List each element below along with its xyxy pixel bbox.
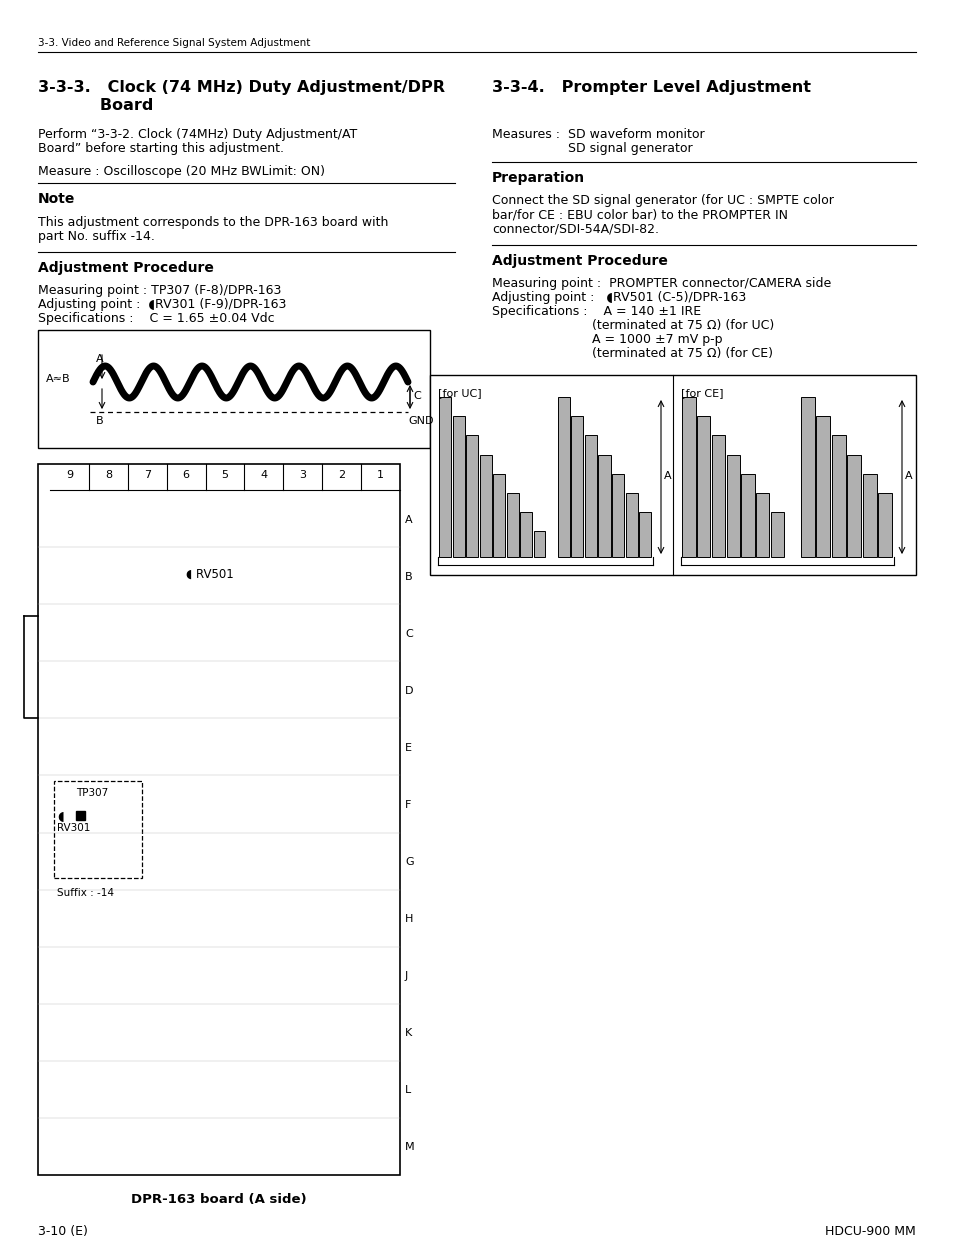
Bar <box>479 454 491 557</box>
Text: Perform “3-3-2. Clock (74MHz) Duty Adjustment/AT: Perform “3-3-2. Clock (74MHz) Duty Adjus… <box>38 128 356 141</box>
Bar <box>831 435 845 557</box>
Text: K: K <box>405 1029 412 1039</box>
Bar <box>639 513 651 557</box>
Text: GND: GND <box>408 415 433 425</box>
Text: ◖: ◖ <box>57 810 64 822</box>
Bar <box>54 781 142 878</box>
Bar <box>625 493 638 557</box>
Text: C: C <box>413 391 420 401</box>
Text: Measuring point :  PROMPTER connector/CAMERA side: Measuring point : PROMPTER connector/CAM… <box>492 277 830 290</box>
Text: A: A <box>663 471 671 481</box>
Text: (terminated at 75 Ω) (for UC): (terminated at 75 Ω) (for UC) <box>492 318 774 332</box>
Text: A: A <box>904 471 912 481</box>
Text: G: G <box>405 857 414 867</box>
Text: H: H <box>405 914 413 924</box>
Bar <box>862 474 876 557</box>
Text: RV301: RV301 <box>57 822 91 832</box>
Text: 2: 2 <box>337 470 345 480</box>
Bar <box>681 397 695 557</box>
Text: Connect the SD signal generator (for UC : SMPTE color: Connect the SD signal generator (for UC … <box>492 194 833 207</box>
Text: Adjusting point :   ◖RV501 (C-5)/DPR-163: Adjusting point : ◖RV501 (C-5)/DPR-163 <box>492 291 745 304</box>
Bar <box>770 513 783 557</box>
Text: SD signal generator: SD signal generator <box>492 142 692 156</box>
Text: DPR-163 board (A side): DPR-163 board (A side) <box>132 1193 307 1205</box>
Text: 6: 6 <box>182 470 190 480</box>
Text: A = 1000 ±7 mV p-p: A = 1000 ±7 mV p-p <box>492 333 721 346</box>
Text: HDCU-900 MM: HDCU-900 MM <box>824 1225 915 1238</box>
Text: ◖ RV501: ◖ RV501 <box>186 569 233 581</box>
Text: A: A <box>405 515 413 525</box>
Text: Specifications :    C = 1.65 ±0.04 Vdc: Specifications : C = 1.65 ±0.04 Vdc <box>38 312 274 325</box>
Bar <box>533 531 545 557</box>
Bar <box>76 811 85 820</box>
Bar <box>453 417 464 557</box>
Text: 3-3. Video and Reference Signal System Adjustment: 3-3. Video and Reference Signal System A… <box>38 39 310 49</box>
Text: Adjustment Procedure: Adjustment Procedure <box>492 254 667 267</box>
Text: 4: 4 <box>260 470 267 480</box>
Text: Specifications :    A = 140 ±1 IRE: Specifications : A = 140 ±1 IRE <box>492 305 700 318</box>
Text: 7: 7 <box>144 470 151 480</box>
Bar <box>598 454 610 557</box>
Text: 3-10 (E): 3-10 (E) <box>38 1225 88 1238</box>
Text: [for CE]: [for CE] <box>680 388 722 398</box>
Text: Adjusting point :  ◖RV301 (F-9)/DPR-163: Adjusting point : ◖RV301 (F-9)/DPR-163 <box>38 299 286 311</box>
Text: Measure : Oscilloscope (20 MHz BWLimit: ON): Measure : Oscilloscope (20 MHz BWLimit: … <box>38 165 325 178</box>
Bar <box>612 474 623 557</box>
Text: Preparation: Preparation <box>492 170 584 185</box>
Text: Board” before starting this adjustment.: Board” before starting this adjustment. <box>38 142 284 156</box>
Bar <box>726 454 739 557</box>
Text: Note: Note <box>38 192 75 207</box>
Text: B: B <box>405 572 413 582</box>
Bar <box>878 493 892 557</box>
Text: F: F <box>405 800 411 810</box>
Text: 9: 9 <box>66 470 73 480</box>
Text: M: M <box>405 1142 415 1152</box>
Text: Measures :  SD waveform monitor: Measures : SD waveform monitor <box>492 128 704 141</box>
Bar <box>800 397 814 557</box>
Text: 3-3-3.   Clock (74 MHz) Duty Adjustment/DPR: 3-3-3. Clock (74 MHz) Duty Adjustment/DP… <box>38 80 444 95</box>
Bar <box>697 417 710 557</box>
Bar <box>519 513 532 557</box>
Bar <box>430 374 915 575</box>
Text: B: B <box>96 415 104 425</box>
Bar <box>38 330 430 448</box>
Bar <box>493 474 505 557</box>
Text: [for UC]: [for UC] <box>437 388 481 398</box>
Text: Board: Board <box>38 98 153 113</box>
Bar <box>439 397 451 557</box>
Bar <box>740 474 754 557</box>
Text: Measuring point : TP307 (F-8)/DPR-163: Measuring point : TP307 (F-8)/DPR-163 <box>38 284 281 297</box>
Text: A≈B: A≈B <box>46 374 71 384</box>
Text: D: D <box>405 685 413 695</box>
Bar <box>584 435 597 557</box>
Bar <box>571 417 582 557</box>
Bar <box>466 435 477 557</box>
Text: A: A <box>96 355 104 364</box>
Text: Suffix : -14: Suffix : -14 <box>57 888 113 898</box>
Text: J: J <box>405 972 408 982</box>
Text: bar/for CE : EBU color bar) to the PROMPTER IN: bar/for CE : EBU color bar) to the PROMP… <box>492 208 787 221</box>
Bar <box>506 493 518 557</box>
Text: E: E <box>405 743 412 753</box>
Text: 5: 5 <box>221 470 229 480</box>
Bar <box>815 417 829 557</box>
Bar <box>846 454 861 557</box>
Text: part No. suffix -14.: part No. suffix -14. <box>38 230 154 243</box>
Text: L: L <box>405 1085 411 1096</box>
Text: C: C <box>405 628 413 638</box>
Text: 1: 1 <box>376 470 384 480</box>
Text: 3: 3 <box>299 470 306 480</box>
Text: TP307: TP307 <box>76 789 108 799</box>
Bar <box>711 435 724 557</box>
Text: This adjustment corresponds to the DPR-163 board with: This adjustment corresponds to the DPR-1… <box>38 216 388 229</box>
Text: Adjustment Procedure: Adjustment Procedure <box>38 261 213 275</box>
Text: 3-3-4.   Prompter Level Adjustment: 3-3-4. Prompter Level Adjustment <box>492 80 810 95</box>
Bar <box>557 397 569 557</box>
Text: connector/SDI-54A/SDI-82.: connector/SDI-54A/SDI-82. <box>492 221 659 235</box>
Text: (terminated at 75 Ω) (for CE): (terminated at 75 Ω) (for CE) <box>492 347 772 360</box>
Bar <box>755 493 768 557</box>
Text: 8: 8 <box>105 470 112 480</box>
Bar <box>38 464 399 1176</box>
